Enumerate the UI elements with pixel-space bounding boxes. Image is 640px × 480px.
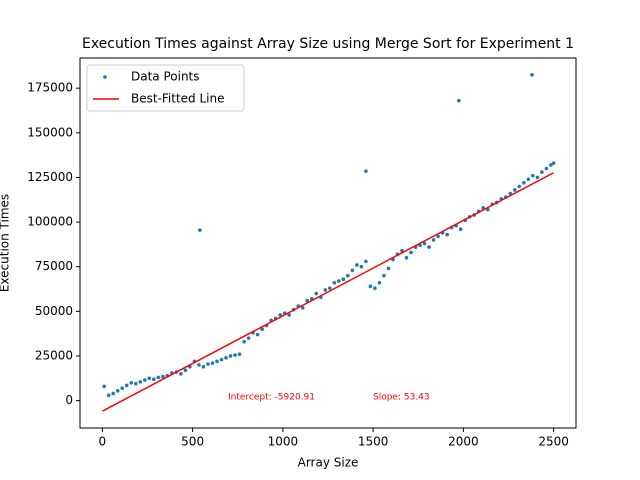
data-point bbox=[102, 384, 106, 389]
data-point bbox=[124, 383, 129, 388]
data-point bbox=[142, 378, 147, 382]
y-axis-label: Execution Times bbox=[0, 194, 12, 292]
data-point bbox=[120, 386, 125, 390]
data-point bbox=[314, 291, 319, 296]
data-point bbox=[206, 362, 210, 366]
data-point bbox=[147, 376, 152, 381]
data-point bbox=[404, 255, 409, 260]
data-point bbox=[328, 286, 332, 290]
data-point bbox=[106, 393, 111, 398]
fit-line bbox=[102, 172, 554, 412]
data-point bbox=[323, 288, 328, 292]
x-tick-label: 1500 bbox=[358, 435, 389, 449]
data-point bbox=[228, 354, 233, 358]
data-point bbox=[260, 327, 264, 332]
y-tick-label: 100000 bbox=[27, 215, 73, 229]
chart-title: Execution Times against Array Size using… bbox=[82, 36, 574, 52]
data-point bbox=[337, 279, 341, 283]
data-point bbox=[233, 353, 237, 357]
data-point bbox=[377, 280, 382, 285]
legend-label: Best-Fitted Line bbox=[131, 92, 225, 106]
x-tick-label: 2500 bbox=[538, 435, 569, 449]
data-point bbox=[242, 339, 246, 344]
y-tick-label: 25000 bbox=[35, 348, 73, 362]
data-point bbox=[522, 181, 526, 185]
data-point bbox=[364, 169, 368, 174]
data-point bbox=[129, 380, 134, 385]
data-point bbox=[458, 227, 463, 232]
data-point bbox=[445, 232, 449, 237]
data-point bbox=[346, 273, 350, 278]
data-point bbox=[246, 336, 251, 340]
x-tick-label: 2000 bbox=[448, 435, 479, 449]
data-point bbox=[409, 250, 413, 255]
data-point bbox=[368, 284, 373, 289]
data-point bbox=[183, 368, 188, 373]
data-point bbox=[300, 305, 305, 310]
data-point bbox=[332, 280, 337, 285]
data-point bbox=[198, 228, 202, 232]
x-tick-label: 1000 bbox=[268, 435, 299, 449]
data-point bbox=[219, 357, 224, 362]
y-tick-label: 75000 bbox=[35, 259, 73, 273]
data-point bbox=[513, 188, 517, 192]
data-point bbox=[526, 177, 531, 182]
data-point bbox=[531, 173, 535, 178]
data-point bbox=[115, 388, 120, 393]
data-point bbox=[436, 234, 440, 239]
data-point bbox=[540, 170, 544, 174]
data-point bbox=[549, 163, 553, 167]
data-point bbox=[197, 363, 201, 367]
data-point bbox=[386, 266, 391, 271]
data-point bbox=[215, 359, 219, 364]
y-tick-label: 125000 bbox=[27, 170, 73, 184]
data-point bbox=[359, 264, 364, 269]
data-point bbox=[341, 277, 346, 282]
annotation: Slope: 53.43 bbox=[373, 393, 430, 403]
data-point bbox=[133, 381, 138, 386]
data-point bbox=[422, 241, 427, 246]
data-point bbox=[427, 245, 431, 249]
data-point bbox=[287, 313, 291, 317]
data-point bbox=[161, 374, 165, 379]
legend-box bbox=[86, 64, 245, 112]
data-point bbox=[373, 286, 377, 290]
x-axis-label: Array Size bbox=[298, 456, 359, 470]
data-point bbox=[179, 372, 183, 376]
y-tick-label: 175000 bbox=[27, 81, 73, 95]
data-point bbox=[278, 313, 282, 317]
legend-marker bbox=[103, 75, 107, 79]
data-point bbox=[457, 98, 461, 103]
x-tick-label: 0 bbox=[99, 435, 107, 449]
data-point bbox=[544, 166, 549, 171]
data-point bbox=[237, 352, 242, 356]
y-tick-label: 150000 bbox=[27, 125, 73, 139]
data-point bbox=[111, 391, 116, 396]
data-point bbox=[364, 259, 368, 264]
data-point bbox=[305, 298, 310, 303]
legend-label: Data Points bbox=[131, 70, 200, 84]
data-point bbox=[530, 73, 534, 77]
data-point bbox=[156, 375, 161, 380]
data-point bbox=[152, 377, 156, 381]
data-point bbox=[224, 355, 228, 360]
data-point bbox=[355, 263, 359, 267]
data-point bbox=[517, 184, 522, 189]
data-point bbox=[138, 380, 143, 384]
data-point bbox=[201, 364, 206, 369]
y-tick-label: 0 bbox=[65, 393, 73, 407]
plot-frame bbox=[79, 57, 577, 429]
data-point bbox=[431, 238, 436, 242]
data-point bbox=[382, 273, 386, 278]
data-point bbox=[551, 161, 556, 165]
data-point bbox=[350, 268, 355, 273]
y-tick-label: 50000 bbox=[35, 304, 73, 318]
data-point bbox=[255, 332, 260, 337]
data-point bbox=[210, 361, 215, 365]
annotation: Intercept: -5920.91 bbox=[228, 393, 315, 403]
x-tick-label: 500 bbox=[181, 435, 204, 449]
data-point bbox=[535, 175, 540, 180]
